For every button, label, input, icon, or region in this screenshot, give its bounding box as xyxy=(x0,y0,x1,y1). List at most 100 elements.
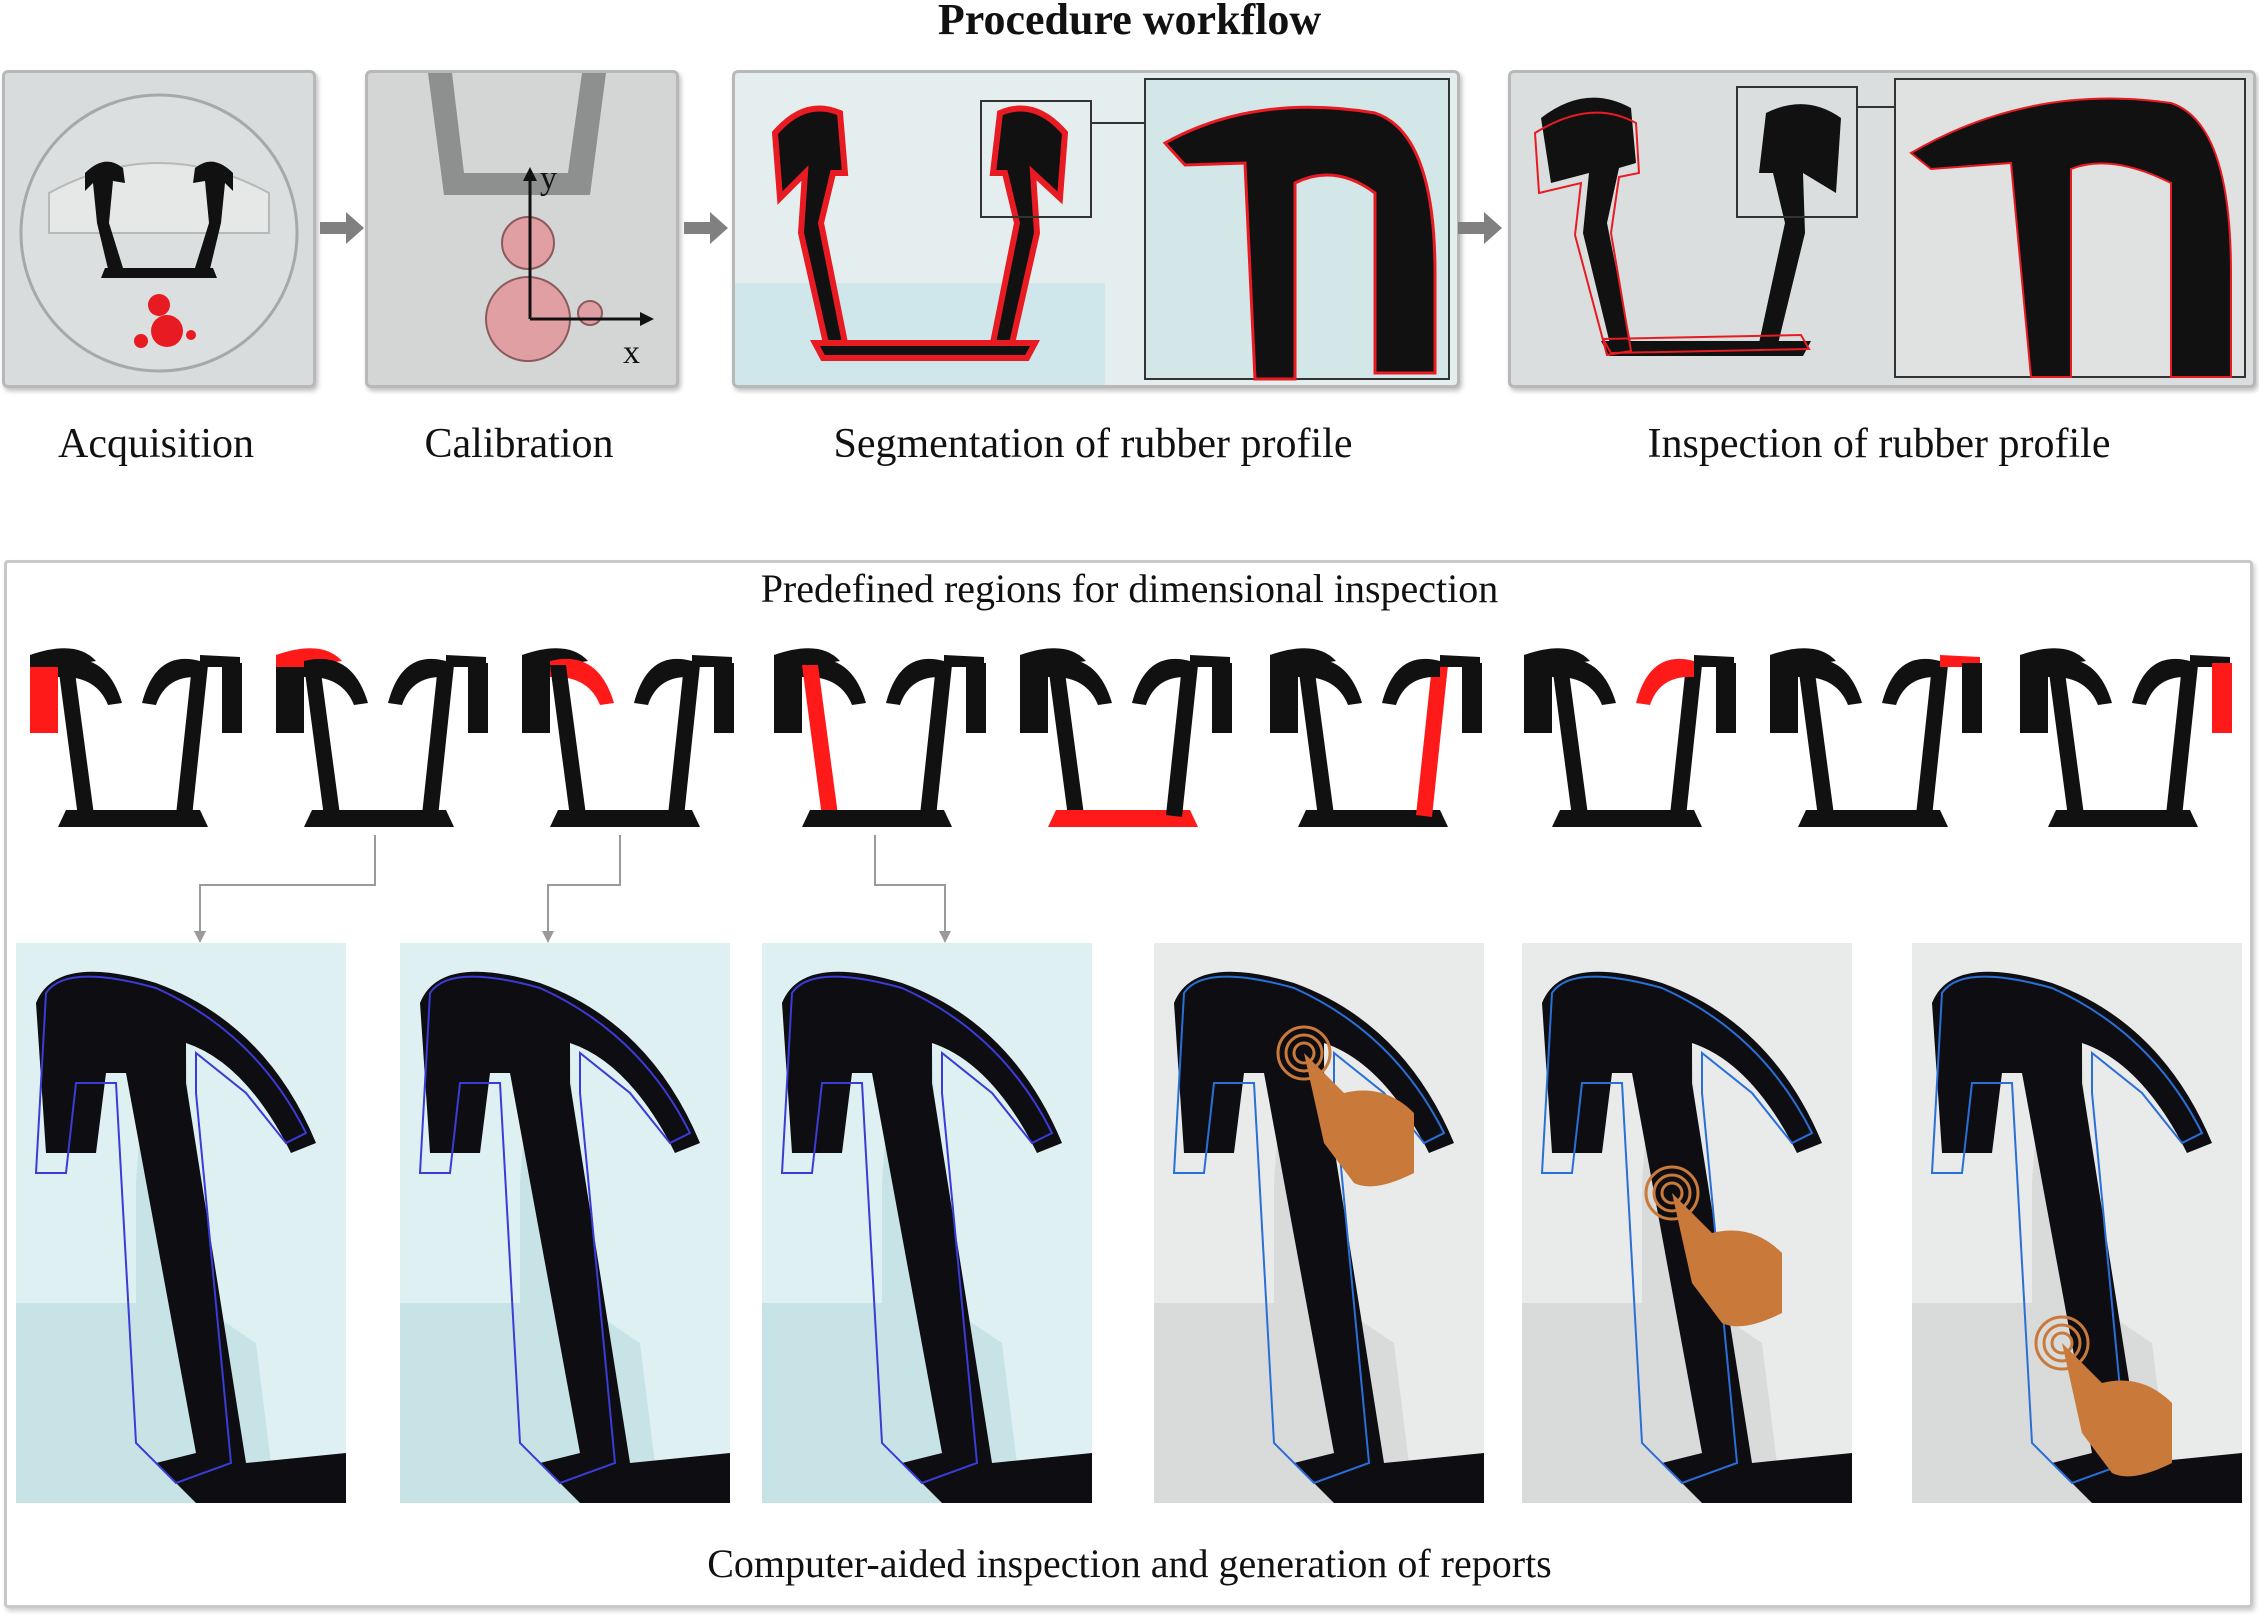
rubber-profile xyxy=(420,971,730,1503)
profile-part xyxy=(550,665,586,817)
y-axis-label: y xyxy=(540,160,557,197)
hand-pointer-icon xyxy=(1644,1165,1782,1327)
profile-part xyxy=(2048,665,2084,817)
profile-part xyxy=(1048,665,1084,817)
figure-title: Procedure workflow xyxy=(937,0,1322,44)
profile-part xyxy=(2132,658,2190,705)
step-label-calibration: Calibration xyxy=(424,421,614,467)
region-thumbnail xyxy=(1256,645,1489,835)
inspection-photo xyxy=(400,943,730,1503)
profile-drawing xyxy=(1524,648,1736,827)
profile-closeup xyxy=(1522,971,1852,1503)
profile-part xyxy=(1166,665,1198,817)
profile-part xyxy=(1132,658,1190,705)
acquisition-image xyxy=(19,93,299,373)
inspection-panel xyxy=(1508,70,2256,388)
profile-part xyxy=(714,663,734,733)
profile-part xyxy=(774,663,802,733)
profile-part xyxy=(1670,665,1702,817)
region-thumbnail xyxy=(262,645,495,835)
profile-part xyxy=(550,810,700,827)
profile-part xyxy=(468,663,488,733)
profile-part xyxy=(634,658,692,705)
profile-part xyxy=(1770,663,1798,733)
profile-closeup xyxy=(16,971,346,1503)
profile-part xyxy=(1798,810,1948,827)
regions-title: Predefined regions for dimensional inspe… xyxy=(760,566,1499,611)
profile-part xyxy=(1270,663,1298,733)
overlay-contour xyxy=(1172,975,1446,1485)
rubber-profile xyxy=(1174,971,1484,1503)
inspection-photo xyxy=(1912,943,2242,1503)
highlighted-region xyxy=(1636,658,1694,705)
profile-part xyxy=(304,665,340,817)
acquisition-panel xyxy=(2,70,316,388)
arrow-down-icon xyxy=(542,931,554,943)
profile-part xyxy=(1020,663,1048,733)
inspection-image xyxy=(1533,78,2246,378)
profile-part xyxy=(1916,665,1948,817)
highlighted-region xyxy=(802,665,838,817)
arrow-down-icon xyxy=(939,931,951,943)
inspection-photo xyxy=(1154,943,1484,1503)
region-thumbnail xyxy=(1510,645,1743,835)
segmentation-panel xyxy=(732,70,1460,388)
region-thumbnail xyxy=(1006,645,1239,835)
region-thumbnail xyxy=(2006,645,2239,835)
profile-drawing xyxy=(2020,648,2232,827)
region-thumbnail xyxy=(16,645,249,835)
arrow-down-icon xyxy=(194,931,206,943)
hand-pointer-icon xyxy=(2034,1315,2172,1477)
region-thumbnail xyxy=(508,645,741,835)
profile-part xyxy=(1382,658,1440,705)
step-label-acquisition: Acquisition xyxy=(58,421,254,467)
profile-part xyxy=(2020,663,2048,733)
overlay-contour xyxy=(780,975,1054,1485)
profile-drawing xyxy=(1270,648,1482,827)
profile-part xyxy=(1552,665,1588,817)
overlay-contour xyxy=(1540,975,1814,1485)
axis-arrow-icon xyxy=(523,167,537,181)
profile-part xyxy=(1882,658,1940,705)
profile-drawing xyxy=(522,648,734,827)
profile-part xyxy=(1798,665,1834,817)
arrow-right-icon xyxy=(684,212,728,244)
profile-part xyxy=(1298,810,1448,827)
overlay-contour xyxy=(418,975,692,1485)
inspection-photo xyxy=(1522,943,1852,1503)
profile-part xyxy=(2048,810,2198,827)
segmentation-image xyxy=(735,78,1450,385)
profile-part xyxy=(1552,810,1702,827)
x-axis-label: x xyxy=(623,334,640,371)
arrow-right-icon xyxy=(1458,212,1502,244)
profile-part xyxy=(2166,665,2198,817)
profile-part xyxy=(422,665,454,817)
profile-drawing xyxy=(1770,648,1982,827)
highlighted-region xyxy=(1048,810,1198,827)
profile-part xyxy=(886,658,944,705)
marker-dot xyxy=(148,294,170,316)
profile-closeup xyxy=(1154,971,1484,1503)
highlighted-region xyxy=(2212,663,2232,733)
calibration-panel: y x xyxy=(365,70,679,388)
calibration-image: y x xyxy=(428,73,654,371)
profile-part xyxy=(802,810,952,827)
rubber-profile xyxy=(36,971,346,1503)
profile-part xyxy=(668,665,700,817)
profile-part xyxy=(966,663,986,733)
profile-part xyxy=(142,658,200,705)
reports-title: Computer-aided inspection and generation… xyxy=(707,1541,1552,1586)
profile-closeup xyxy=(1912,971,2242,1503)
step-label-segmentation: Segmentation of rubber profile xyxy=(833,421,1353,467)
profile-part xyxy=(920,665,952,817)
profile-part xyxy=(1298,665,1334,817)
profile-closeup xyxy=(762,971,1092,1503)
profile-part xyxy=(176,665,208,817)
profile-part xyxy=(522,663,550,733)
profile-drawing xyxy=(276,648,488,827)
profile-part xyxy=(1716,663,1736,733)
hand-pointer-icon xyxy=(1276,1025,1414,1187)
region-thumbnail xyxy=(1756,645,1989,835)
step-label-inspection: Inspection of rubber profile xyxy=(1647,421,2111,467)
profile-part xyxy=(1212,663,1232,733)
